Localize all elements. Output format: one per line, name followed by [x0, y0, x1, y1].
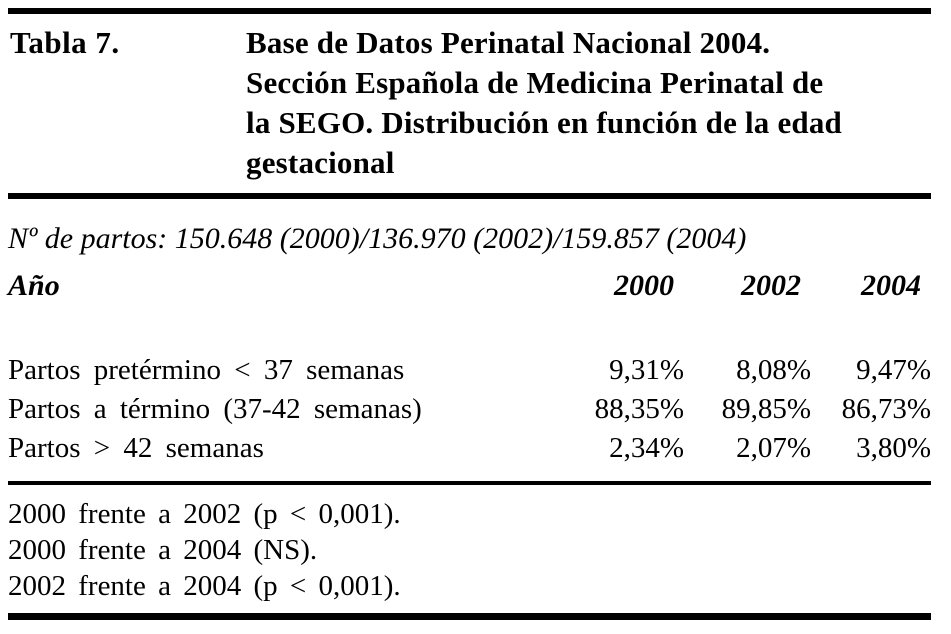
column-header-ano: Año	[8, 269, 60, 302]
table-title-line: Base de Datos Perinatal Nacional 2004.	[246, 25, 771, 60]
table-number-label: Tabla 7.	[10, 25, 120, 60]
table-row: Partos a término (37-42 semanas) 88,35% …	[8, 390, 931, 429]
table-subtitle: Nº de partos: 150.648 (2000)/136.970 (20…	[8, 222, 747, 255]
table-title-line: Sección Española de Medicina Perinatal d…	[246, 65, 824, 100]
row-value-2004: 9,47%	[856, 354, 931, 386]
footnote-line: 2002 frente a 2004 (p < 0,001).	[8, 570, 401, 602]
table-row: Partos > 42 semanas 2,34% 2,07% 3,80%	[8, 429, 931, 468]
row-value-2000: 88,35%	[594, 393, 684, 425]
column-header-2002: 2002	[741, 269, 801, 302]
table-title: Base de Datos Perinatal Nacional 2004. S…	[246, 23, 931, 183]
row-value-2004: 3,80%	[856, 432, 931, 464]
row-value-2000: 2,34%	[609, 432, 684, 464]
row-value-2002: 8,08%	[736, 354, 811, 386]
top-rule	[8, 8, 931, 14]
row-label: Partos pretérmino < 37 semanas	[8, 354, 405, 386]
table-header: Tabla 7. Base de Datos Perinatal Naciona…	[8, 14, 931, 193]
row-value-2002: 2,07%	[736, 432, 811, 464]
row-value-2004: 86,73%	[841, 393, 931, 425]
table-title-line: la SEGO. Distribución en función de la e…	[246, 105, 842, 140]
row-label: Partos > 42 semanas	[8, 432, 264, 464]
table-footnotes: 2000 frente a 2002 (p < 0,001). 2000 fre…	[8, 496, 931, 604]
table-title-line: gestacional	[246, 145, 395, 180]
column-header-2000: 2000	[614, 269, 674, 302]
footnote-line: 2000 frente a 2004 (NS).	[8, 534, 318, 566]
bottom-rule	[8, 613, 931, 620]
table-row: Partos pretérmino < 37 semanas 9,31% 8,0…	[8, 351, 931, 390]
row-label: Partos a término (37-42 semanas)	[8, 393, 422, 425]
header-separator-rule	[8, 193, 931, 199]
table-body: Partos pretérmino < 37 semanas 9,31% 8,0…	[8, 351, 931, 468]
table-column-header-row: Año 2000 2002 2004	[8, 266, 931, 305]
row-value-2000: 9,31%	[609, 354, 684, 386]
column-header-2004: 2004	[861, 269, 921, 302]
footnote-separator-rule	[8, 481, 931, 485]
footnote-line: 2000 frente a 2002 (p < 0,001).	[8, 498, 401, 530]
row-value-2002: 89,85%	[721, 393, 811, 425]
